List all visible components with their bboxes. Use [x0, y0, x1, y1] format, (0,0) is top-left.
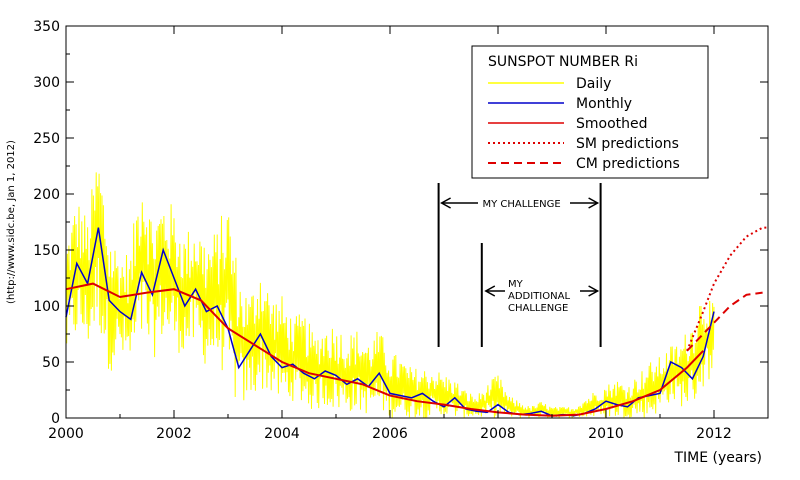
y-tick-label: 150: [33, 243, 60, 259]
challenge-annotations: MY CHALLENGE MY ADDITIONAL CHALLENGE: [437, 183, 602, 347]
y-tick-label: 350: [33, 19, 60, 35]
daily-series-line: [65, 172, 715, 419]
y-tick-label: 200: [33, 187, 60, 203]
legend-entry-label: SM predictions: [576, 136, 679, 152]
legend-title: SUNSPOT NUMBER Ri: [488, 54, 638, 70]
x-tick-label: 2004: [264, 426, 300, 442]
axis-ticks: 2000 2002 2004 2006 2008 2010 2012 0 50 100 150 200…: [33, 19, 768, 442]
x-tick-label: 2000: [48, 426, 84, 442]
y-tick-label: 250: [33, 131, 60, 147]
x-tick-label: 2010: [588, 426, 624, 442]
arrow-head: [484, 285, 496, 297]
arrow-head: [588, 285, 600, 297]
legend-entry-label: Daily: [576, 76, 611, 92]
legend-entry-label: CM predictions: [576, 156, 680, 172]
series-line-cm-predictions: [686, 291, 763, 352]
x-tick-label: 2002: [156, 426, 192, 442]
y-tick-label: 100: [33, 299, 60, 315]
legend: SUNSPOT NUMBER Ri Daily Monthly Smoothed SM …: [471, 45, 709, 179]
additional-challenge-label: MY ADDITIONAL CHALLENGE: [508, 279, 570, 314]
source-note: (http://www.sidc.be, Jan 1, 2012): [6, 140, 17, 304]
x-tick-label: 2006: [372, 426, 408, 442]
series-line-smoothed: [65, 282, 704, 417]
y-tick-label: 300: [33, 75, 60, 91]
legend-entry-label: Smoothed: [576, 116, 648, 132]
y-tick-label: 50: [42, 355, 60, 371]
arrow-head: [588, 197, 600, 209]
y-tick-label: 0: [51, 411, 60, 427]
legend-box: [471, 45, 709, 179]
x-axis-label: TIME (years): [673, 450, 762, 466]
legend-entry-label: Monthly: [576, 96, 632, 112]
line-series: [65, 226, 768, 417]
x-tick-label: 2008: [480, 426, 516, 442]
arrow-head: [440, 197, 451, 209]
series-line-monthly: [65, 227, 715, 417]
daily-series: [65, 172, 715, 419]
x-tick-label: 2012: [696, 426, 732, 442]
challenge-label: MY CHALLENGE: [482, 199, 560, 210]
